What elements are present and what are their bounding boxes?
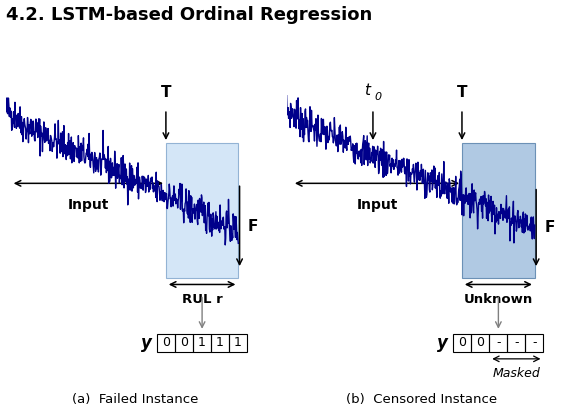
Text: -: - <box>514 337 519 349</box>
Text: RUL r: RUL r <box>182 293 223 306</box>
Text: 0: 0 <box>374 92 382 103</box>
Text: T: T <box>457 85 467 101</box>
Text: y: y <box>437 334 448 352</box>
Text: (b)  Censored Instance: (b) Censored Instance <box>346 393 497 406</box>
Text: Input: Input <box>356 198 398 212</box>
Text: F: F <box>247 219 258 234</box>
Bar <box>166 143 238 278</box>
Text: -: - <box>496 337 501 349</box>
Text: Input: Input <box>67 198 109 212</box>
Text: -: - <box>532 337 537 349</box>
Text: 1: 1 <box>216 337 224 349</box>
Text: 0: 0 <box>180 337 188 349</box>
Text: 4.2. LSTM-based Ordinal Regression: 4.2. LSTM-based Ordinal Regression <box>6 6 372 24</box>
Text: 0: 0 <box>477 337 484 349</box>
Text: 1: 1 <box>198 337 206 349</box>
Text: (a)  Failed Instance: (a) Failed Instance <box>72 393 198 406</box>
Text: 0: 0 <box>162 337 170 349</box>
Text: 0: 0 <box>459 337 466 349</box>
Text: t: t <box>364 83 370 98</box>
Text: 1: 1 <box>234 337 242 349</box>
Text: Unknown: Unknown <box>464 293 533 306</box>
Text: Masked: Masked <box>492 367 540 380</box>
Bar <box>462 143 535 278</box>
Text: F: F <box>544 220 555 235</box>
Text: y: y <box>140 334 152 352</box>
Text: T: T <box>161 85 171 101</box>
